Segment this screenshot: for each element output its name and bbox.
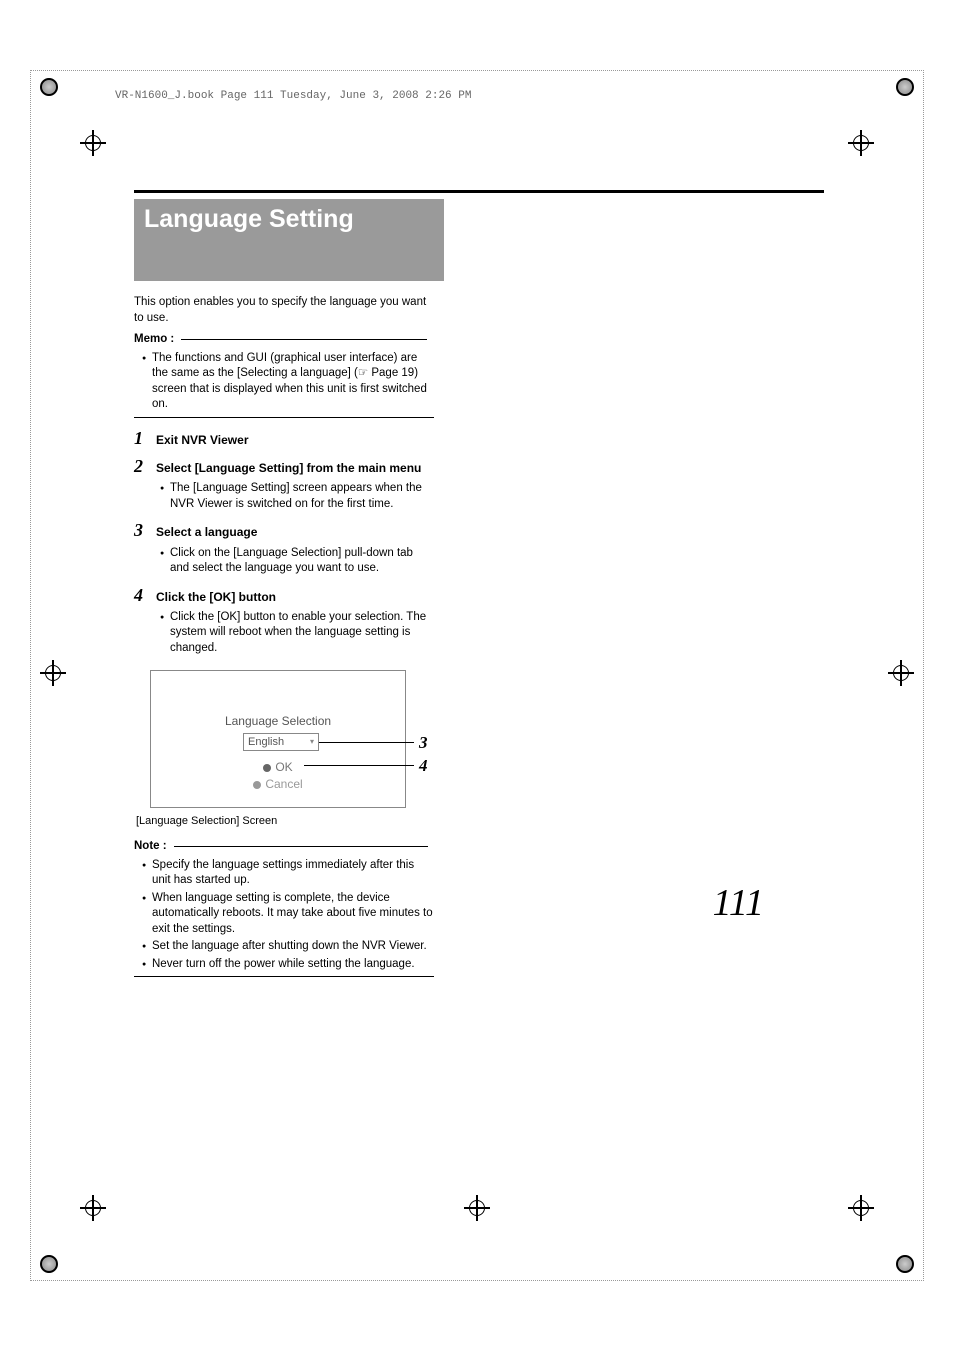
note-item: Set the language after shutting down the… bbox=[142, 939, 434, 955]
registration-mark-icon bbox=[464, 1195, 490, 1221]
step-title: Click the [OK] button bbox=[156, 589, 276, 605]
step-3-bullets: Click on the [Language Selection] pull-d… bbox=[134, 546, 434, 577]
page-number: 111 bbox=[713, 881, 764, 925]
dialog-title: Language Selection bbox=[151, 713, 405, 729]
memo-header: Memo : bbox=[134, 332, 434, 348]
dropdown-value: English bbox=[248, 735, 284, 750]
ok-button[interactable]: OK bbox=[151, 759, 405, 775]
step-bullet: The [Language Setting] screen appears wh… bbox=[160, 481, 434, 512]
step-bullet: Click on the [Language Selection] pull-d… bbox=[160, 546, 434, 577]
content-area: Language Setting This option enables you… bbox=[134, 190, 824, 985]
step-4: 4 Click the [OK] button bbox=[134, 583, 434, 607]
callout-number: 4 bbox=[419, 755, 428, 778]
crop-mark-icon bbox=[40, 78, 58, 96]
step-1: 1 Exit NVR Viewer bbox=[134, 426, 434, 450]
header-text: VR-N1600_J.book Page 111 Tuesday, June 3… bbox=[115, 90, 471, 102]
step-title: Exit NVR Viewer bbox=[156, 432, 248, 448]
step-number: 4 bbox=[134, 583, 150, 607]
registration-mark-icon bbox=[80, 130, 106, 156]
memo-list: The functions and GUI (graphical user in… bbox=[134, 351, 434, 413]
callout-line bbox=[319, 742, 414, 743]
page-title: Language Setting bbox=[144, 205, 434, 234]
note-list: Specify the language settings immediatel… bbox=[134, 858, 434, 973]
memo-item: The functions and GUI (graphical user in… bbox=[142, 351, 434, 413]
screenshot-caption: [Language Selection] Screen bbox=[136, 814, 434, 829]
registration-mark-icon bbox=[888, 660, 914, 686]
bullet-icon bbox=[263, 764, 271, 772]
step-3: 3 Select a language bbox=[134, 518, 434, 542]
crop-mark-icon bbox=[896, 1255, 914, 1273]
callout-line bbox=[304, 765, 414, 766]
registration-mark-icon bbox=[848, 1195, 874, 1221]
step-number: 2 bbox=[134, 454, 150, 478]
registration-mark-icon bbox=[848, 130, 874, 156]
memo-rule bbox=[181, 339, 427, 340]
registration-mark-icon bbox=[40, 660, 66, 686]
crop-mark-icon bbox=[896, 78, 914, 96]
note-item: Never turn off the power while setting t… bbox=[142, 957, 434, 973]
bullet-icon bbox=[253, 781, 261, 789]
step-2-bullets: The [Language Setting] screen appears wh… bbox=[134, 481, 434, 512]
note-rule bbox=[174, 846, 428, 847]
body-column: This option enables you to specify the l… bbox=[134, 295, 434, 977]
step-2: 2 Select [Language Setting] from the mai… bbox=[134, 454, 434, 478]
note-item: Specify the language settings immediatel… bbox=[142, 858, 434, 889]
callout-number: 3 bbox=[419, 732, 428, 755]
language-selection-screenshot: Language Selection English ▾ OK Cancel 3… bbox=[150, 670, 406, 808]
chevron-down-icon: ▾ bbox=[310, 737, 314, 748]
note-label: Note : bbox=[134, 839, 167, 855]
section-rule bbox=[134, 976, 434, 977]
registration-mark-icon bbox=[80, 1195, 106, 1221]
crop-mark-icon bbox=[40, 1255, 58, 1273]
ok-label: OK bbox=[275, 760, 292, 774]
note-header: Note : bbox=[134, 839, 434, 855]
title-block: Language Setting bbox=[134, 199, 444, 281]
step-4-bullets: Click the [OK] button to enable your sel… bbox=[134, 610, 434, 657]
language-dropdown[interactable]: English ▾ bbox=[243, 733, 319, 751]
cancel-button[interactable]: Cancel bbox=[151, 776, 405, 792]
top-rule bbox=[134, 190, 824, 193]
section-rule bbox=[134, 417, 434, 418]
cancel-label: Cancel bbox=[265, 777, 302, 791]
memo-label: Memo : bbox=[134, 332, 174, 348]
step-number: 3 bbox=[134, 518, 150, 542]
note-item: When language setting is complete, the d… bbox=[142, 891, 434, 938]
step-title: Select a language bbox=[156, 524, 257, 540]
step-title: Select [Language Setting] from the main … bbox=[156, 460, 421, 476]
step-bullet: Click the [OK] button to enable your sel… bbox=[160, 610, 434, 657]
step-number: 1 bbox=[134, 426, 150, 450]
intro-text: This option enables you to specify the l… bbox=[134, 295, 434, 326]
